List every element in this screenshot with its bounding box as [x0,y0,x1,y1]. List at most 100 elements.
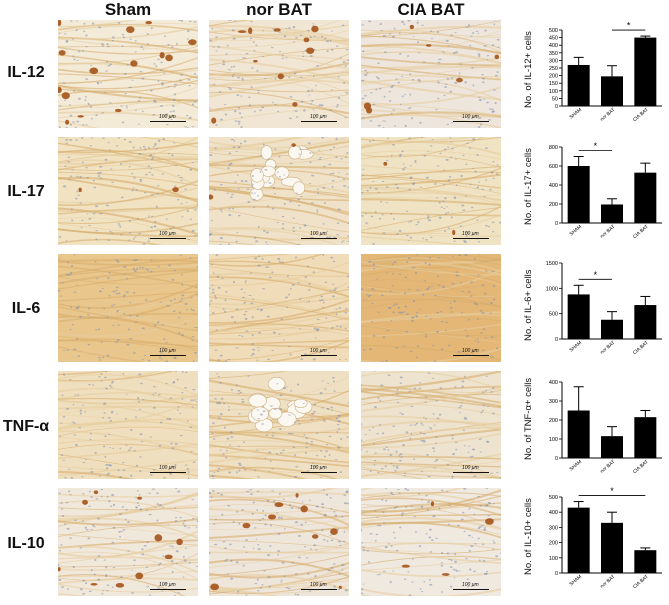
scale-bar [453,472,489,473]
micrograph-il12-cia-bat: 100 μm [361,20,501,128]
y-tick-label: 0 [555,337,558,343]
micrograph-tnfa-cia-bat: 100 μm [361,371,501,479]
bar-cia-bat [634,550,657,573]
scale-bar-label: 100 μm [310,465,327,471]
scale-bar [453,238,489,239]
scale-bar [150,355,186,356]
scale-bar [150,121,186,122]
scale-bar-label: 100 μm [159,231,176,237]
y-tick-label: 0 [555,456,558,462]
micrograph-il17-nor-bat: 100 μm [209,137,349,245]
bar-sham [567,166,590,223]
y-tick-label: 200 [549,74,558,80]
column-header-sham: Sham [104,0,152,19]
y-tick-label: 250 [549,66,558,72]
x-tick-label: CIA BAT [632,107,650,123]
micrograph-il6-sham: 100 μm [58,254,198,362]
scale-bar [453,355,489,356]
bar-chart-1: 0 200 400 600 800 SHAM nor BAT CIA BAT * [549,141,662,240]
column-header-nor-bat: nor BAT [246,0,312,19]
y-tick-label: 200 [549,202,558,208]
bar-cia-bat [634,305,657,339]
y-tick-label: 0 [555,221,558,227]
x-tick-label: SHAM [568,224,582,238]
y-tick-label: 500 [549,312,558,318]
chart-ylabel: No. of IL-12+ cells [523,31,534,108]
y-tick-label: 0 [555,104,558,110]
x-tick-label: CIA BAT [632,574,650,590]
scale-bar-label: 100 μm [462,114,479,120]
x-tick-label: SHAM [568,107,582,121]
scale-bar-label: 100 μm [159,114,176,120]
scale-bar-label: 100 μm [462,348,479,354]
significance-star: * [627,21,631,31]
bar-chart-4: 0 100 200 300 400 500 SHAM nor BAT CIA BAT * [549,486,662,590]
bar-sham [567,410,590,458]
scale-bar-label: 100 μm [159,582,176,588]
column-header-cia-bat: CIA BAT [397,0,465,19]
x-tick-label: CIA BAT [632,340,650,356]
micrograph-tnfa-nor-bat: 100 μm [209,371,349,479]
y-tick-label: 800 [549,145,558,151]
x-tick-label: nor BAT [599,340,616,356]
y-tick-label: 450 [549,36,558,42]
bar-sham [567,294,590,339]
scale-bar [301,355,337,356]
scale-bar [301,589,337,590]
y-tick-label: 350 [549,51,558,57]
row-label-il17: IL-17 [7,183,45,200]
y-tick-label: 100 [549,437,558,443]
micrograph-il10-sham: 100 μm [58,488,198,596]
scale-bar-label: 100 μm [310,231,327,237]
row-label-tnfa: TNF-α [2,418,50,435]
y-tick-label: 500 [549,495,558,501]
y-tick-label: 0 [555,571,558,577]
chart-ylabel: No. of TNF-α+ cells [523,377,534,460]
bar-sham [567,507,590,573]
bar-chart-2: 0 500 1000 1500 SHAM nor BAT CIA BAT * [546,261,662,356]
micrograph-il12-sham: 100 μm [58,20,198,128]
y-tick-label: 600 [549,164,558,170]
y-tick-label: 400 [549,183,558,189]
row-label-il12: IL-12 [7,64,45,81]
micrograph-il12-nor-bat: 100 μm [209,20,349,128]
scale-bar [301,472,337,473]
x-tick-label: CIA BAT [632,224,650,240]
y-tick-label: 300 [549,525,558,531]
micrograph-il6-cia-bat: 100 μm [361,254,501,362]
scale-bar [301,121,337,122]
bar-nor-bat [601,319,623,339]
y-tick-label: 400 [549,510,558,516]
scale-bar [150,238,186,239]
micrograph-il10-cia-bat: 100 μm [361,488,501,596]
scale-bar [150,589,186,590]
scale-bar-label: 100 μm [310,582,327,588]
scale-bar [150,472,186,473]
significance-star: * [610,486,614,496]
y-tick-label: 200 [549,418,558,424]
scale-bar [301,238,337,239]
x-tick-label: nor BAT [599,107,616,123]
y-tick-label: 400 [549,380,558,386]
micrograph-il17-cia-bat: 100 μm [361,137,501,245]
scale-bar-label: 100 μm [159,465,176,471]
chart-ylabel: No. of IL-6+ cells [523,269,534,341]
y-tick-label: 200 [549,541,558,547]
scale-bar-label: 100 μm [462,582,479,588]
y-tick-label: 500 [549,28,558,34]
x-tick-label: nor BAT [599,224,616,240]
x-tick-label: nor BAT [599,574,616,590]
x-tick-label: nor BAT [599,459,616,475]
scale-bar [453,589,489,590]
row-label-il10: IL-10 [7,535,45,552]
bar-chart-3: 0 100 200 300 400 SHAM nor BAT CIA BAT [549,380,662,475]
chart-ylabel: No. of IL-10+ cells [523,498,534,575]
scale-bar-label: 100 μm [159,348,176,354]
micrograph-tnfa-sham: 100 μm [58,371,198,479]
y-tick-label: 1500 [546,261,558,267]
bar-cia-bat [634,417,657,458]
x-tick-label: CIA BAT [632,459,650,475]
scale-bar [453,121,489,122]
micrograph-il6-nor-bat: 100 μm [209,254,349,362]
